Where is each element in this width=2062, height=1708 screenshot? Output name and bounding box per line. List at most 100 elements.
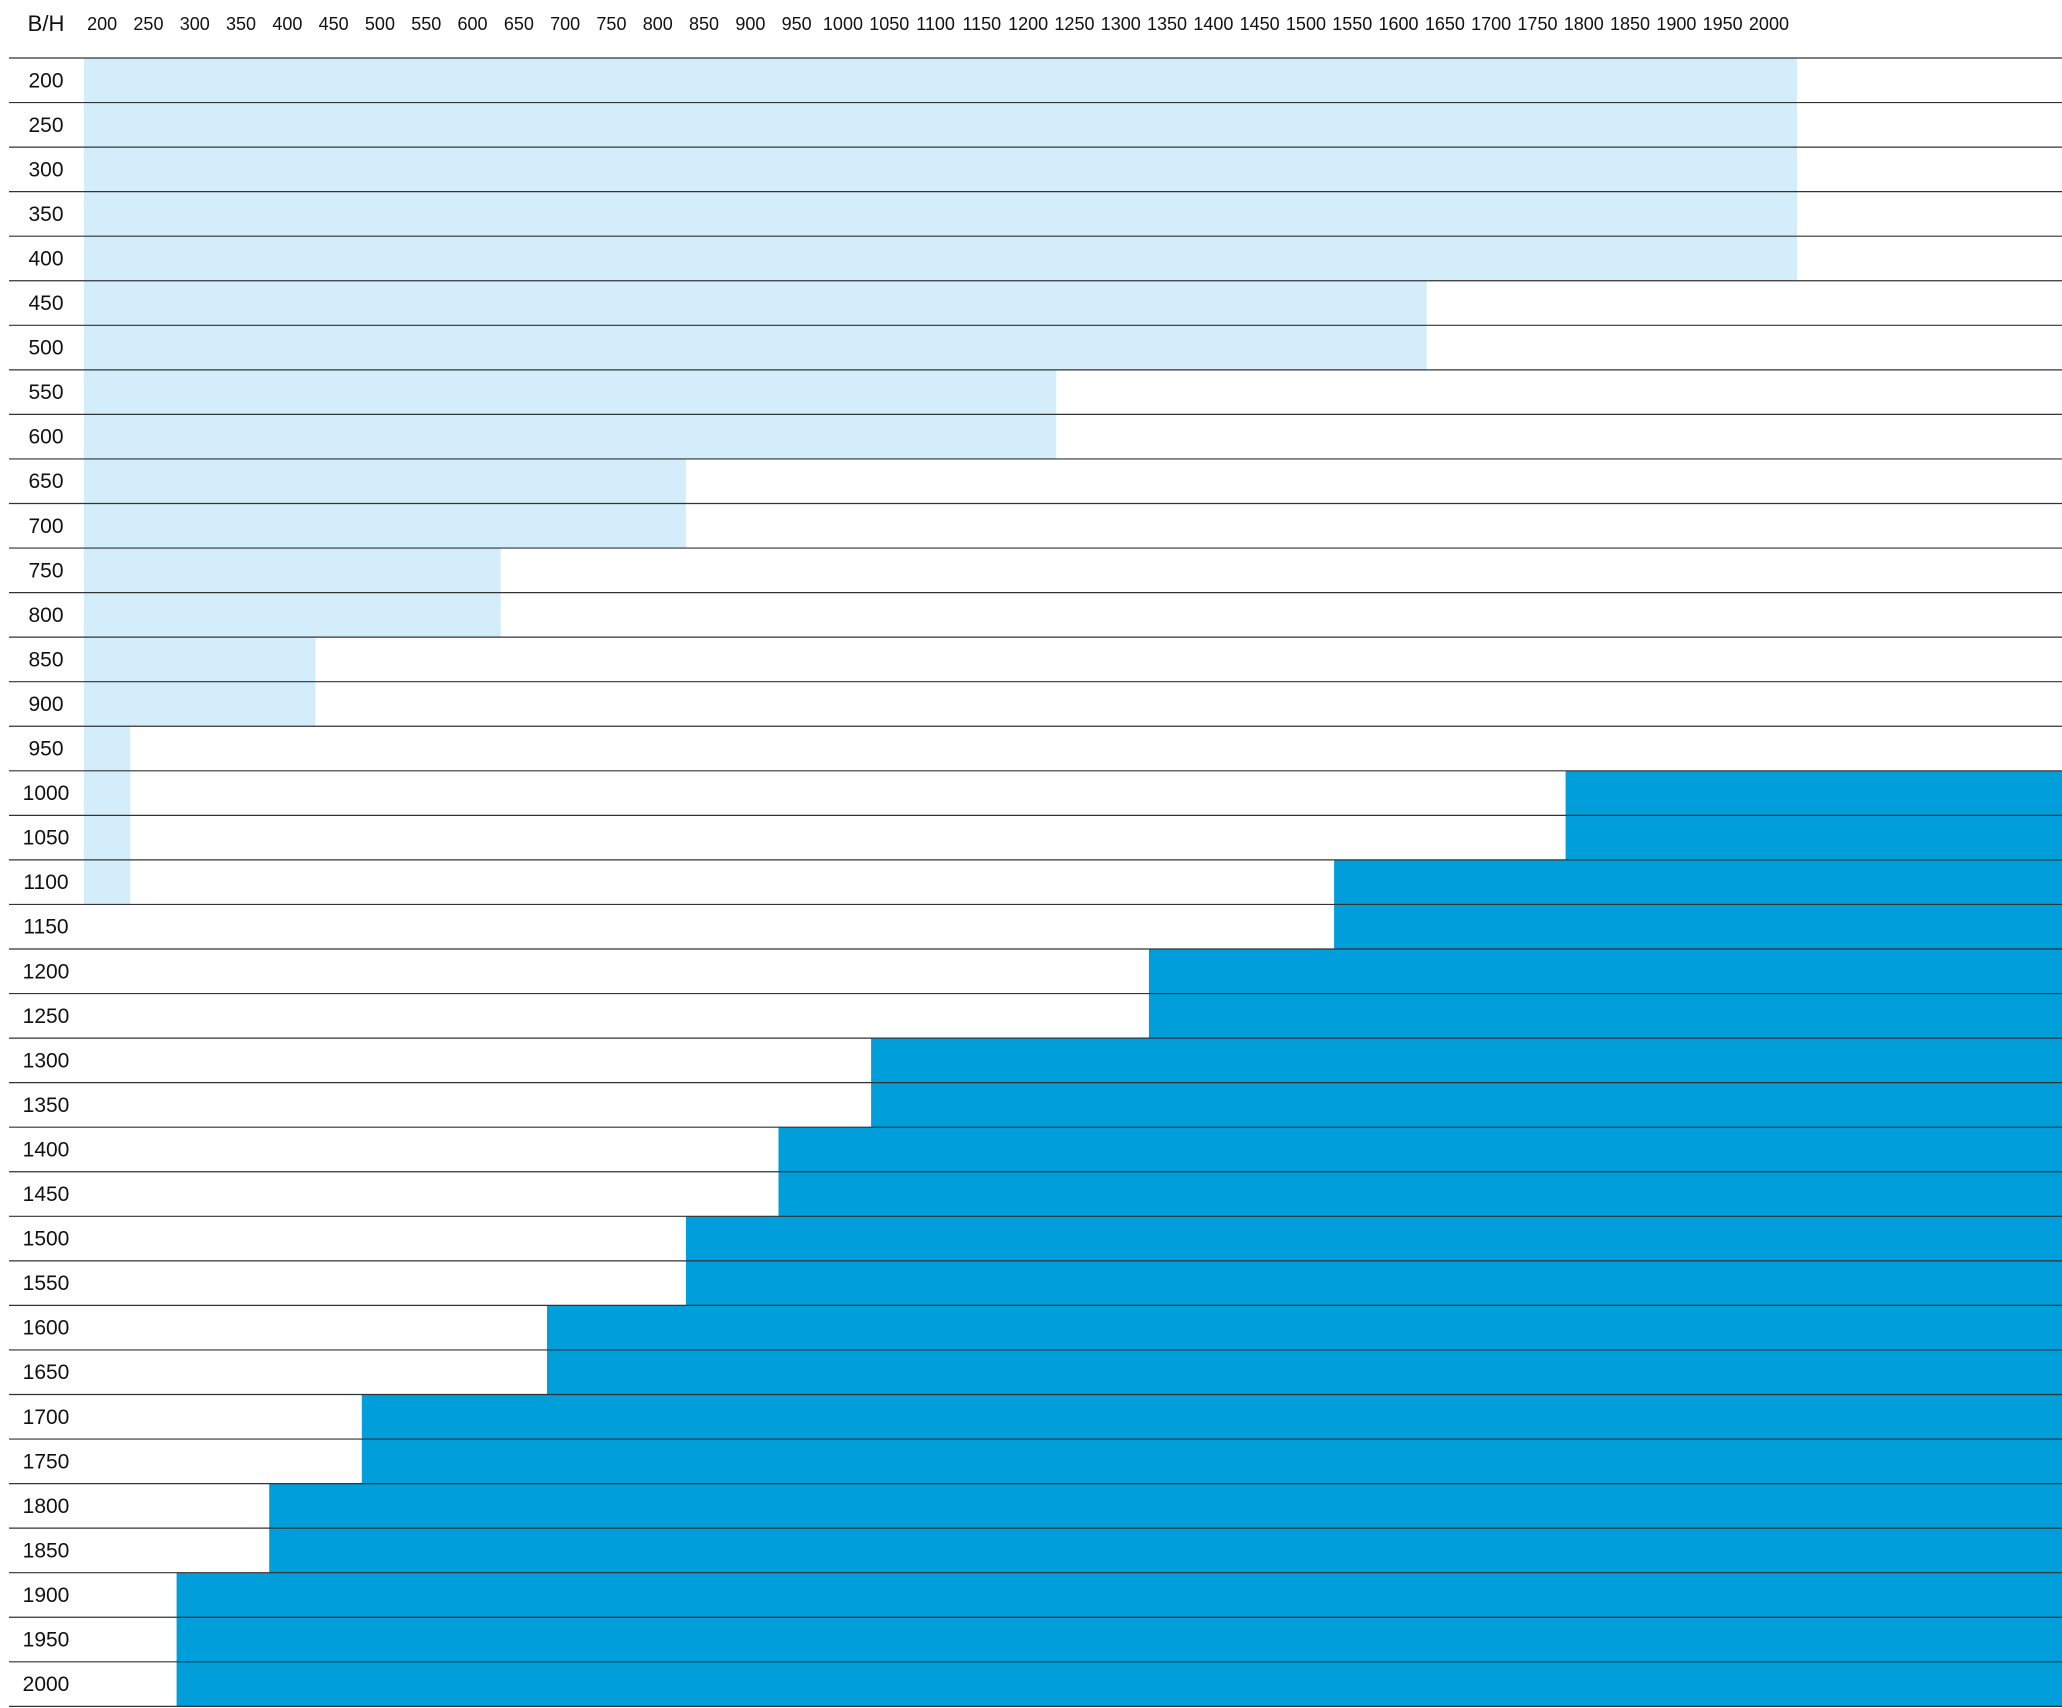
row-line-layer (9, 57, 2062, 1707)
dark-band (871, 1082, 2062, 1128)
light-band (84, 770, 131, 816)
column-label: 1100 (916, 14, 955, 34)
column-label: 950 (782, 14, 812, 34)
column-label: 1550 (1332, 14, 1372, 34)
column-label: 600 (458, 14, 488, 34)
light-band (84, 369, 1057, 415)
row-label: 1500 (23, 1228, 70, 1251)
row-label: 1050 (23, 827, 70, 850)
dark-band (685, 1260, 2062, 1306)
dark-band (1565, 770, 2062, 816)
row-label: 600 (28, 426, 63, 449)
row-label: 1900 (23, 1584, 70, 1607)
row-label: 350 (28, 203, 63, 226)
light-band (84, 592, 501, 638)
column-label: 750 (596, 14, 626, 34)
row-label: 1950 (23, 1629, 70, 1652)
row-label: 1350 (23, 1094, 70, 1117)
column-label: 1850 (1610, 14, 1650, 34)
dark-band (1148, 949, 2062, 994)
column-label: 1350 (1147, 14, 1187, 34)
column-label: 900 (735, 14, 765, 34)
light-band (84, 726, 131, 771)
light-band (84, 859, 131, 905)
dark-band (269, 1483, 2062, 1529)
row-label: 900 (28, 693, 63, 716)
dark-band (1334, 859, 2062, 905)
column-label: 1600 (1379, 14, 1419, 34)
row-label: 1800 (23, 1495, 70, 1518)
row-label: 250 (28, 114, 63, 137)
dark-band (547, 1349, 2062, 1395)
row-label: 1450 (23, 1183, 70, 1206)
column-label: 1700 (1471, 14, 1511, 34)
row-label: 1150 (23, 916, 68, 939)
light-band (84, 815, 131, 860)
column-label: 500 (365, 14, 395, 34)
row-header-labels: 200 250 300 350 400 450 500 550 600 650 700 750 800 8… (23, 69, 70, 1696)
dark-band (176, 1572, 2062, 1618)
column-label: 550 (411, 14, 441, 34)
column-label: 850 (689, 14, 719, 34)
column-label: 250 (133, 14, 163, 34)
row-label: 750 (28, 559, 63, 582)
light-band (84, 280, 1427, 326)
row-label: 1200 (23, 960, 70, 983)
row-label: 1850 (23, 1539, 70, 1562)
dark-band (176, 1661, 2062, 1707)
column-label: 1400 (1193, 14, 1233, 34)
column-label: 650 (504, 14, 534, 34)
row-label: 1400 (23, 1138, 70, 1161)
row-label: 1300 (23, 1049, 70, 1072)
column-label: 1000 (823, 14, 863, 34)
row-label: 1750 (23, 1450, 70, 1473)
column-label: 1750 (1517, 14, 1557, 34)
row-label: 200 (28, 69, 63, 92)
light-band (84, 681, 316, 727)
dark-band (361, 1394, 2062, 1440)
light-band (84, 637, 316, 682)
column-label: 1150 (962, 14, 1001, 34)
light-band (84, 191, 1798, 237)
column-label: 800 (643, 14, 673, 34)
row-label: 700 (28, 515, 63, 538)
light-band (84, 102, 1798, 148)
corner-label: B/H (28, 11, 65, 36)
band-layer (84, 58, 2062, 1707)
row-label: 1650 (23, 1361, 70, 1384)
light-band (84, 503, 686, 549)
row-label: 400 (28, 247, 63, 270)
dark-band (1565, 815, 2062, 860)
column-label: 1650 (1425, 14, 1465, 34)
column-label: 1250 (1054, 14, 1094, 34)
row-label: 1550 (23, 1272, 70, 1295)
row-label: 550 (28, 381, 63, 404)
column-label: 300 (180, 14, 210, 34)
light-band (84, 58, 1798, 103)
column-label: 1450 (1240, 14, 1280, 34)
column-label: 350 (226, 14, 256, 34)
column-label: 1050 (869, 14, 909, 34)
dark-band (547, 1305, 2062, 1350)
dark-band (778, 1171, 2062, 1217)
column-label: 200 (87, 14, 117, 34)
column-label: 1500 (1286, 14, 1326, 34)
row-label: 850 (28, 648, 63, 671)
dark-band (685, 1216, 2062, 1261)
row-label: 650 (28, 470, 63, 493)
light-band (84, 414, 1057, 459)
light-band (84, 325, 1427, 370)
column-label: 1900 (1656, 14, 1696, 34)
column-label: 1950 (1703, 14, 1743, 34)
row-label: 1600 (23, 1317, 70, 1340)
row-label: 800 (28, 604, 63, 627)
row-label: 950 (28, 738, 63, 761)
column-label: 400 (272, 14, 302, 34)
column-label: 1800 (1564, 14, 1604, 34)
column-label: 700 (550, 14, 580, 34)
row-label: 1000 (23, 782, 70, 805)
row-label: 1250 (23, 1005, 70, 1028)
column-label: 1300 (1101, 14, 1141, 34)
dark-band (778, 1127, 2062, 1172)
